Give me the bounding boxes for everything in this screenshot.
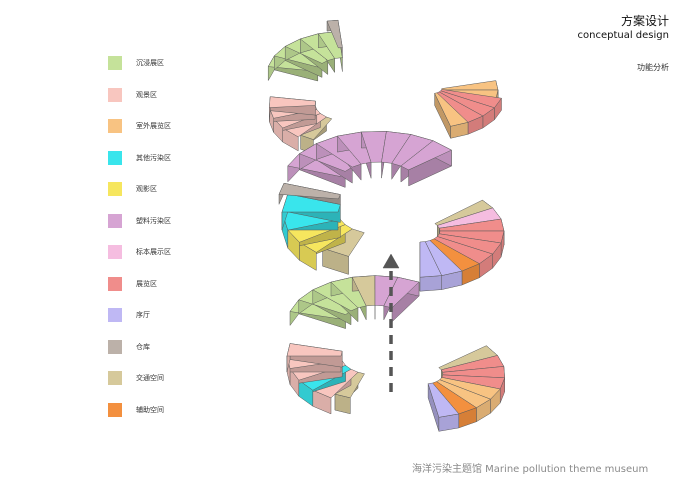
legend-swatch — [108, 308, 122, 322]
legend-label: 观景区 — [136, 90, 157, 99]
legend-item-other: 其他污染区 — [108, 150, 228, 167]
legend-swatch — [108, 371, 122, 385]
title-block: 方案设计 conceptual design — [578, 14, 669, 42]
legend-item-exhibit: 展览区 — [108, 276, 228, 293]
legend-label: 其他污染区 — [136, 153, 171, 162]
cluster-mid-right — [419, 199, 505, 292]
legend-swatch — [108, 339, 122, 354]
block-top — [278, 182, 341, 200]
legend-swatch — [108, 213, 122, 228]
legend-label: 沉浸展区 — [136, 59, 164, 67]
legend-swatch — [108, 402, 122, 417]
legend-label: 辅助空间 — [136, 405, 164, 414]
cluster-bottom-left — [286, 275, 420, 415]
legend-item-specimen: 标本展示区 — [108, 245, 228, 261]
page-title-english: conceptual design — [577, 30, 669, 41]
footer-caption: 海洋污染主题馆 Marine pollution theme museum — [412, 464, 649, 475]
cluster-top-right — [434, 80, 502, 139]
legend-swatch — [108, 150, 122, 165]
legend-swatch — [108, 276, 122, 291]
legend-item-auxiliary: 辅助空间 — [108, 402, 228, 419]
block-top — [441, 80, 499, 91]
block-front — [419, 275, 442, 292]
block-top — [286, 343, 343, 357]
arrow-head — [382, 253, 400, 269]
block-top — [419, 241, 442, 278]
legend-swatch — [108, 119, 122, 133]
block-top — [427, 382, 460, 418]
legend-label: 交通空间 — [136, 374, 164, 382]
legend-swatch — [108, 182, 122, 196]
legend-item-viewing: 观景区 — [108, 87, 228, 104]
legend-item-storage: 仓库 — [108, 339, 228, 356]
section-subtitle: 功能分析 — [637, 63, 669, 72]
legend-swatch — [108, 245, 122, 259]
block-top — [326, 19, 343, 49]
legend-item-plastic: 塑料污染区 — [108, 213, 228, 230]
legend-label: 标本展示区 — [136, 248, 171, 256]
legend-label: 室外展览区 — [136, 122, 171, 130]
legend-label: 序厅 — [136, 311, 150, 319]
cluster-top-left — [267, 19, 343, 154]
block-top — [400, 140, 452, 171]
page-title: 方案设计 — [620, 14, 669, 28]
legend-swatch — [108, 56, 122, 70]
legend-item-circulation: 交通空间 — [108, 371, 228, 387]
cluster-mid-left — [278, 131, 452, 275]
legend-label: 观影区 — [136, 185, 157, 193]
circulation-arrow — [382, 253, 400, 392]
cluster-bottom-right — [427, 345, 505, 432]
legend-item-immersive: 沉浸展区 — [108, 56, 228, 72]
legend-label: 展览区 — [136, 279, 157, 288]
legend-item-film: 观影区 — [108, 182, 228, 198]
legend-item-lobby: 序厅 — [108, 308, 228, 324]
legend-label: 塑料污染区 — [136, 216, 171, 225]
block-top — [269, 96, 316, 108]
legend-swatch — [108, 87, 122, 102]
block-top — [434, 92, 469, 127]
legend-item-outdoor: 室外展览区 — [108, 119, 228, 135]
legend-label: 仓库 — [136, 342, 150, 351]
block-top — [383, 276, 420, 309]
